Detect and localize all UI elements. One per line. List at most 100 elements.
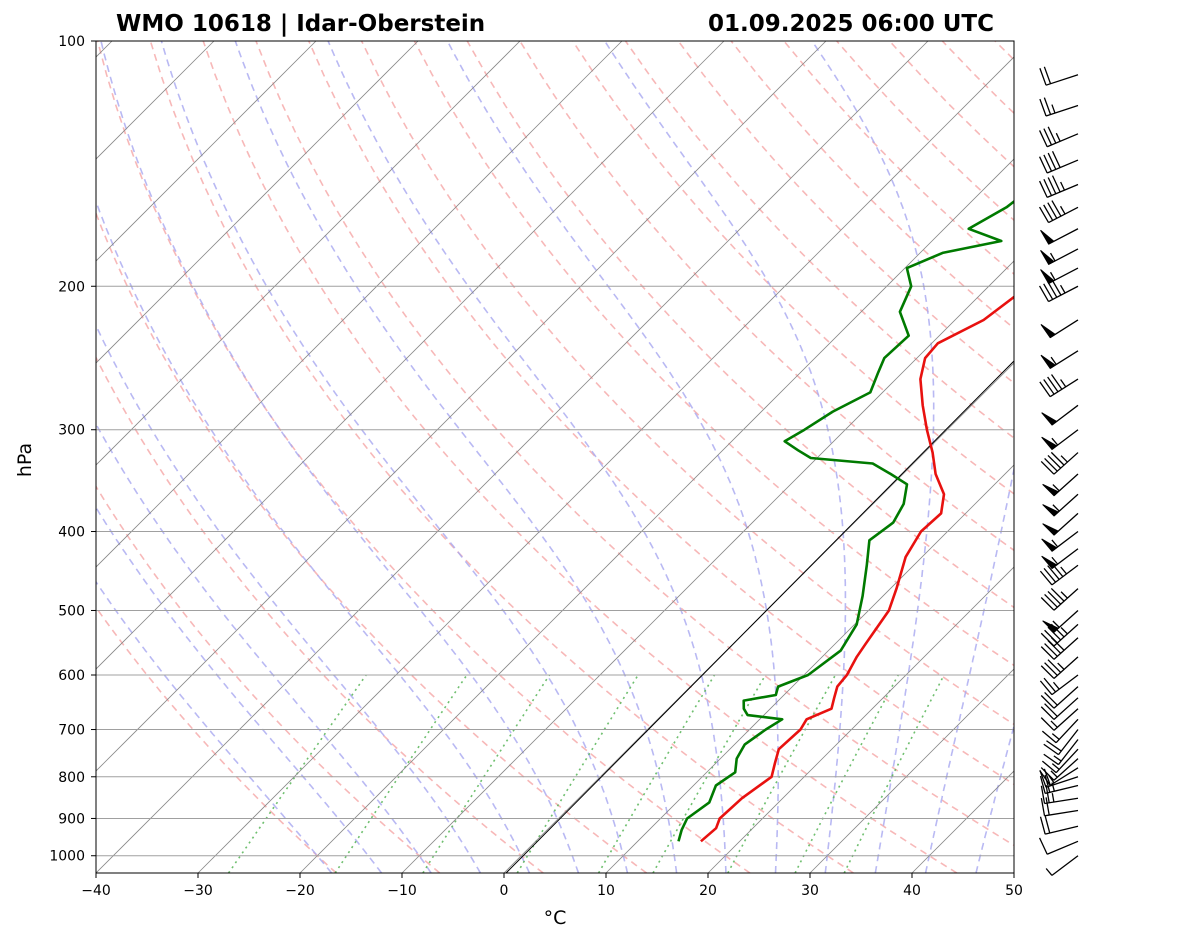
dry-adiabat	[783, 41, 1014, 276]
wind-barb-full	[1050, 374, 1063, 390]
wind-barb-half	[1051, 437, 1059, 446]
isotherm	[96, 41, 521, 466]
wind-barb-flag	[1042, 483, 1060, 497]
wind-barb	[1040, 451, 1079, 475]
wind-barb-full	[1043, 179, 1053, 196]
wind-barb-staff	[1046, 183, 1079, 198]
isotherm	[96, 41, 827, 772]
isotherm	[96, 41, 419, 364]
wind-barb-full	[1045, 797, 1050, 816]
wind-barb-half	[1060, 566, 1068, 575]
wind-barb-full	[1039, 68, 1047, 86]
wind-barb-staff	[1045, 776, 1079, 788]
moist-adiabat	[160, 41, 629, 873]
wind-barb-full	[1047, 126, 1057, 144]
wind-barb-full	[1044, 703, 1058, 717]
dry-adiabat	[360, 41, 1014, 726]
moist-adiabat	[446, 41, 779, 873]
wind-barb-staff	[1046, 133, 1079, 148]
y-axis-ticks: 100 200 300 400 500 600 700 800 900 1000	[49, 34, 96, 865]
y-tick-label: 800	[58, 770, 85, 786]
wind-barb-full	[1038, 156, 1048, 174]
wind-barb-flag	[1040, 324, 1057, 339]
moist-adiabat	[96, 580, 333, 873]
wind-barb	[1045, 855, 1079, 876]
wind-barb-full	[1043, 66, 1052, 84]
x-tick-label: 40	[903, 883, 921, 899]
wind-barb-flag	[1040, 269, 1055, 285]
wind-barb-half	[1050, 720, 1058, 728]
wind-barb-full	[1047, 376, 1059, 393]
wind-barb-full	[1047, 152, 1057, 170]
wind-barb-full	[1040, 597, 1055, 611]
wind-barb-full	[1040, 695, 1055, 709]
isotherm	[401, 260, 1014, 873]
wind-barb-full	[1044, 662, 1058, 676]
wind-barb-full	[1043, 753, 1059, 766]
wind-barb-half	[1045, 868, 1053, 876]
wind-barb-staff	[1053, 708, 1079, 731]
wind-barb	[1039, 374, 1079, 398]
dry-adiabat	[730, 41, 1014, 330]
mixing-ratio-line	[334, 674, 468, 873]
mixing-ratio-line	[516, 674, 639, 873]
wind-barb	[1040, 319, 1079, 339]
wind-barb-half	[1057, 662, 1065, 670]
wind-barb	[1040, 784, 1079, 805]
wind-barb-staff	[1057, 729, 1079, 755]
wind-barb	[1040, 656, 1079, 679]
wind-barb-full	[1038, 285, 1050, 302]
wind-barb-half	[1060, 379, 1067, 388]
wind-barb-staff	[1051, 674, 1079, 696]
plot-area	[96, 41, 1181, 873]
y-tick-label: 200	[58, 279, 85, 295]
dry-adiabat	[836, 41, 1014, 222]
wind-barb	[1040, 697, 1079, 720]
wind-barb-full	[1047, 202, 1058, 219]
plot-frame	[95, 40, 1015, 874]
wind-barb-flag	[1042, 523, 1060, 536]
y-tick-label: 100	[58, 34, 85, 50]
wind-barb-full	[1040, 767, 1055, 781]
wind-barb-staff	[1053, 588, 1079, 611]
wind-barb-full	[1045, 784, 1050, 803]
y-tick-label: 900	[58, 811, 85, 827]
wind-barb-staff	[1057, 739, 1079, 765]
wind-barb	[1039, 66, 1079, 86]
wind-barb	[1040, 797, 1079, 817]
wind-barb	[1039, 774, 1079, 795]
wind-barb	[1040, 248, 1079, 265]
wind-barb	[1041, 548, 1079, 570]
wind-barb	[1040, 350, 1079, 370]
dry-adiabat	[1154, 41, 1181, 873]
wind-barb-full	[1047, 590, 1062, 605]
isotherm	[707, 566, 1014, 873]
wind-barb-full	[1041, 760, 1057, 774]
dry-adiabat	[96, 606, 337, 873]
wind-barb-half	[1055, 132, 1061, 142]
wind-barb-full	[1047, 281, 1058, 298]
wind-barb-half	[1053, 755, 1062, 762]
wind-barb-staff	[1053, 697, 1079, 720]
wind-barb-staff	[1051, 564, 1079, 586]
wind-barb-full	[1041, 730, 1057, 744]
wind-barb-full	[1044, 692, 1058, 706]
wind-barb-full	[1043, 677, 1057, 693]
dry-adiabat	[202, 41, 958, 873]
mixing-ratio-line	[727, 674, 837, 873]
isotherm	[1013, 872, 1014, 873]
wind-barb	[1041, 748, 1079, 774]
y-tick-label: 1000	[49, 849, 85, 865]
dry-adiabat	[255, 41, 1014, 847]
wind-barb-full	[1051, 150, 1061, 168]
wind-barb-full	[1038, 206, 1050, 223]
wind-barb-half	[1049, 271, 1056, 281]
x-axis-label: °C	[544, 907, 567, 929]
x-tick-label: −30	[183, 883, 213, 899]
moist-adiabat	[96, 422, 432, 873]
wind-barb-staff	[1053, 758, 1079, 781]
wind-barb-full	[1039, 680, 1053, 696]
x-tick-label: −10	[387, 883, 417, 899]
mixing-ratio-line	[652, 674, 767, 873]
